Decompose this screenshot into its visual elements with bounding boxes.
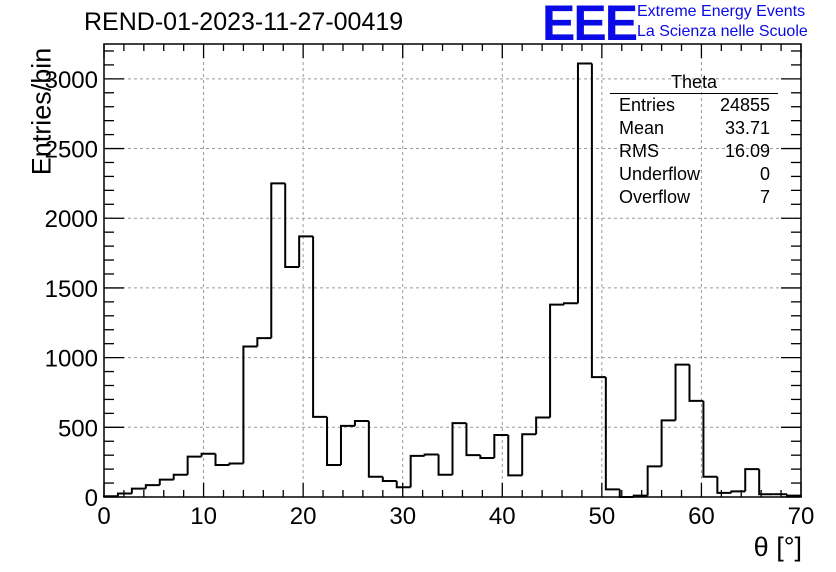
histogram-bin (158, 478, 174, 486)
stats-value: 33.71 (724, 118, 770, 138)
stats-label: Underflow (619, 164, 701, 184)
histogram-bin (493, 433, 509, 458)
y-tick-label: 2000 (45, 206, 98, 233)
histogram-bin (604, 377, 620, 491)
histogram-bin (186, 455, 202, 475)
histogram-bin (228, 462, 244, 465)
x-tick-label: 20 (290, 503, 317, 530)
histogram-bin (451, 422, 467, 475)
histogram-bin (730, 490, 746, 493)
histogram-bin (326, 416, 341, 466)
x-axis-label: θ [°] (753, 532, 802, 562)
x-tick-labels: 0 10 20 30 40 50 60 70 (97, 503, 814, 530)
histogram-bin (116, 492, 132, 497)
y-tick-label: 1500 (45, 276, 98, 303)
histogram-bin (507, 434, 523, 477)
histogram-bin (395, 480, 411, 489)
histogram-bin (144, 484, 160, 489)
histogram-bin (284, 183, 300, 269)
stats-row-underflow: Underflow 0 (610, 163, 778, 186)
histogram-bin (479, 455, 495, 459)
histogram-bin (549, 303, 565, 418)
histogram-bin (172, 473, 188, 480)
histogram-bin (242, 345, 258, 464)
x-tick-label: 30 (389, 503, 416, 530)
stats-value: 16.09 (724, 141, 770, 161)
x-tick-label: 50 (589, 503, 616, 530)
stats-label: Mean (619, 118, 665, 138)
histogram-bin (786, 494, 801, 497)
histogram-bin (590, 63, 606, 379)
y-axis-label: Entries/bin (26, 47, 57, 176)
stats-value: 24855 (719, 95, 770, 115)
stats-value: 0 (759, 164, 770, 184)
histogram-bin (214, 453, 230, 466)
logo-line-2: La Scienza nelle Scuole (637, 23, 808, 40)
histogram-bin (576, 62, 592, 304)
histogram-bin (744, 468, 760, 492)
x-tick-label: 70 (788, 503, 815, 530)
stats-title: Theta (610, 72, 778, 94)
histogram-bin (353, 420, 369, 426)
histogram-bin (521, 433, 537, 476)
x-tick-label: 0 (97, 503, 110, 530)
histogram-bin (563, 302, 578, 305)
histogram-bin (409, 454, 425, 488)
logo-caption: Extreme Energy Events La Scienza nelle S… (637, 2, 808, 42)
plot-frame (103, 43, 802, 498)
histogram-bin (535, 416, 551, 435)
histogram-bin (367, 421, 383, 478)
histogram-bin (716, 476, 732, 494)
histogram-bin (646, 465, 662, 496)
histogram-bin (660, 419, 676, 467)
histogram-bin (423, 453, 439, 456)
histogram-bin (256, 337, 272, 347)
histogram-bin (674, 363, 690, 421)
eee-logo: EEE (542, 0, 638, 51)
y-tick-label: 3000 (45, 67, 98, 94)
stats-label: RMS (619, 141, 659, 161)
y-tick-labels: 0 500 1000 1500 2000 2500 3000 (45, 67, 98, 512)
y-tick-label: 500 (58, 415, 98, 442)
stats-value: 7 (759, 187, 770, 207)
histogram-bin (130, 487, 146, 494)
x-tick-label: 10 (190, 503, 217, 530)
histogram-bin (758, 469, 774, 496)
chart-title: REND-01-2023-11-27-00419 (84, 8, 404, 36)
stats-row-overflow: Overflow 7 (610, 186, 778, 209)
y-tick-label: 1000 (45, 346, 98, 373)
stats-row-mean: Mean 33.71 (610, 117, 778, 140)
histogram-bin (465, 423, 481, 457)
histogram-bin (312, 236, 328, 418)
histogram-bin (298, 235, 314, 268)
x-tick-label: 60 (688, 503, 715, 530)
stats-row-entries: Entries 24855 (610, 94, 778, 117)
y-tick-label: 2500 (45, 137, 98, 164)
histogram-bin (688, 364, 704, 402)
y-tick-label: 0 (85, 485, 98, 512)
histogram-bin (270, 182, 286, 339)
histogram-bin (200, 452, 216, 457)
axes (103, 43, 802, 498)
histogram-series (103, 62, 802, 498)
x-tick-label: 40 (489, 503, 516, 530)
histogram-bin (339, 424, 355, 465)
histogram-bin (381, 476, 397, 482)
stats-label: Entries (619, 95, 676, 115)
histogram-bin (702, 400, 718, 478)
stats-box: Theta Entries 24855 Mean 33.71 RMS 16.09 Un… (610, 72, 778, 209)
stats-row-rms: RMS 16.09 (610, 140, 778, 163)
stats-label: Overflow (619, 187, 691, 207)
histogram-bin (437, 454, 453, 476)
logo-line-1: Extreme Energy Events (637, 3, 806, 20)
